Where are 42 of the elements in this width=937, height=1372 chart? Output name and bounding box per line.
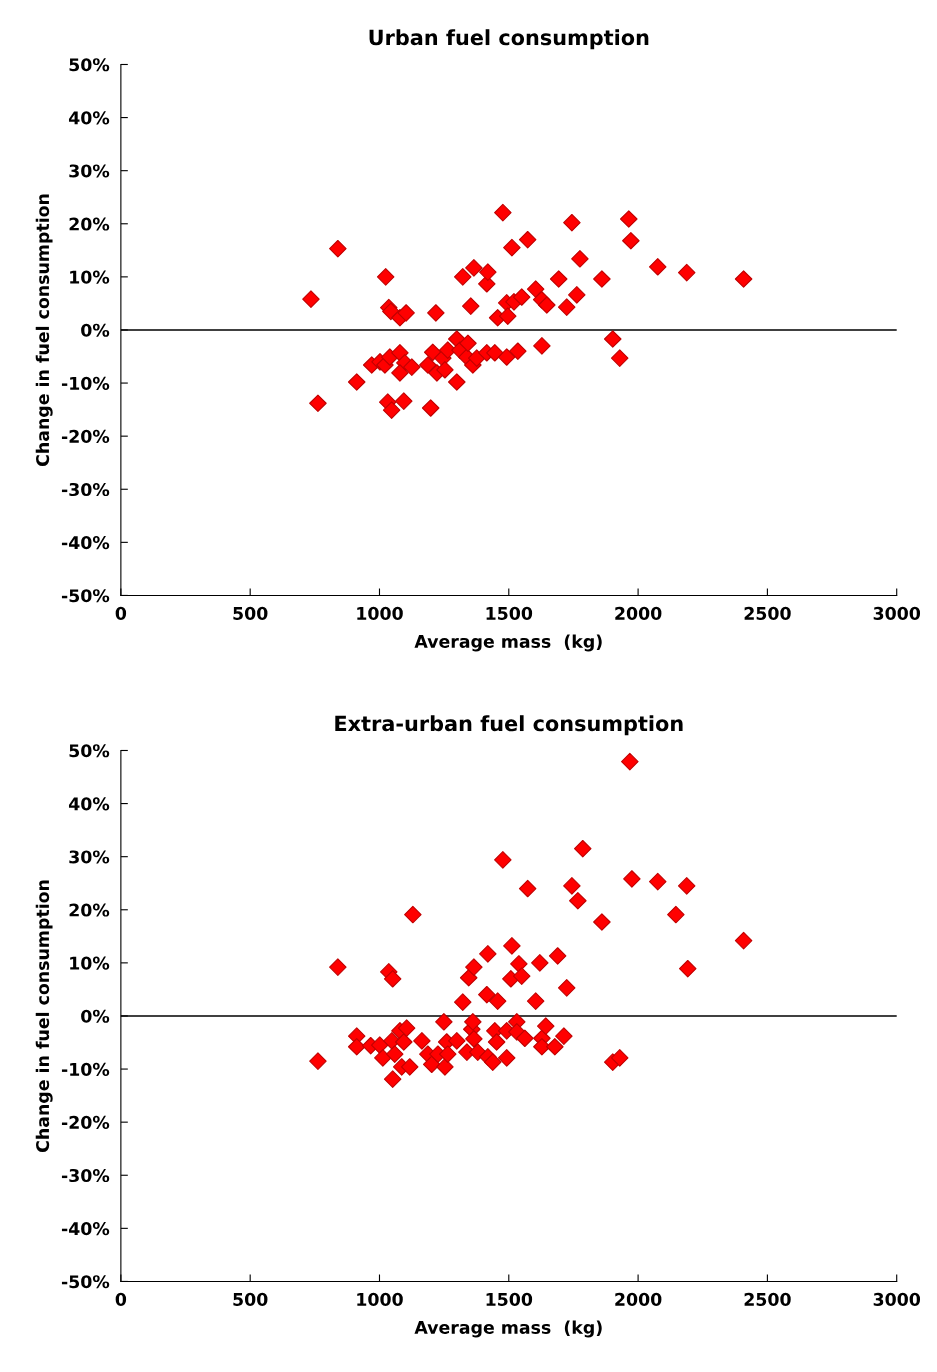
y-tick-label: -40% [61, 536, 110, 550]
y-tick-label: 40% [68, 797, 110, 811]
y-tick-label: -20% [61, 1115, 110, 1129]
y-axis-title: Change in fuel consumption [35, 880, 53, 1152]
y-tick-label: 30% [69, 164, 110, 178]
y-tick-label: 10% [70, 270, 110, 284]
x-tick-label: 2000 [615, 1292, 662, 1306]
y-tick-label: 50% [69, 58, 110, 72]
x-tick-label: 2000 [615, 606, 662, 620]
x-tick-label: 2500 [744, 606, 791, 620]
y-tick-label: 0% [81, 1009, 110, 1023]
x-tick-label: 1500 [486, 1292, 533, 1306]
x-tick-label: 500 [233, 1292, 268, 1306]
x-tick-label: 500 [233, 606, 268, 620]
y-tick-label: -30% [61, 482, 110, 497]
x-tick-label: 0 [115, 1292, 127, 1306]
x-tick-label: 1500 [486, 606, 533, 620]
y-tick-label: -10% [61, 1062, 110, 1076]
chart-title: Urban fuel consumption [369, 29, 649, 50]
x-axis-title: Average mass (kg) [414, 1320, 602, 1338]
y-axis-title: Change in fuel consumption [35, 194, 53, 466]
y-tick-label: -50% [61, 589, 110, 603]
chart-title: Extra-urban fuel consumption [335, 715, 683, 736]
x-tick-label: 3000 [873, 606, 921, 620]
x-tick-label: 3000 [873, 1292, 921, 1306]
y-tick-label: -20% [61, 429, 110, 443]
y-tick-label: 30% [69, 850, 110, 864]
x-tick-label: 1000 [357, 1292, 403, 1306]
y-tick-label: -40% [61, 1222, 110, 1236]
y-tick-label: 20% [69, 217, 110, 231]
y-tick-label: 20% [69, 903, 110, 917]
y-tick-label: 0% [81, 323, 110, 337]
x-tick-label: 1000 [357, 606, 403, 620]
x-tick-label: 0 [115, 606, 127, 620]
y-tick-label: -10% [61, 376, 110, 390]
y-tick-label: -50% [61, 1275, 110, 1289]
x-axis-title: Average mass (kg) [414, 634, 602, 652]
y-tick-label: -30% [61, 1168, 110, 1183]
y-tick-label: 50% [69, 744, 110, 758]
y-tick-label: 10% [70, 956, 110, 970]
y-tick-label: 40% [68, 111, 110, 125]
x-tick-label: 2500 [744, 1292, 791, 1306]
